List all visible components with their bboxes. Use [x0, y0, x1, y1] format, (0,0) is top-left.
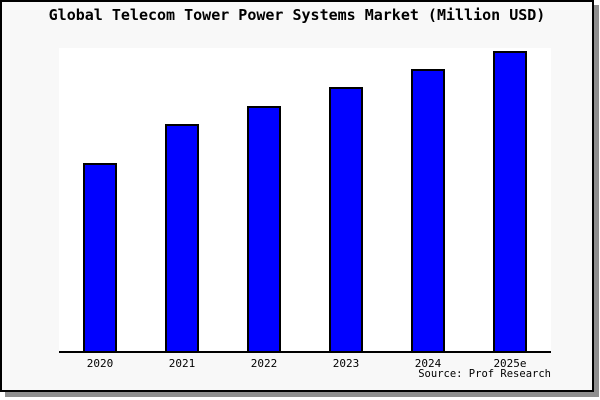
bar-2025e: [493, 51, 527, 351]
bar-slot: [469, 48, 551, 351]
plot-area: [59, 48, 551, 353]
x-tick-label-2022: 2022: [250, 357, 278, 370]
bar-2021: [165, 124, 199, 351]
bar-2024: [411, 69, 445, 351]
chart-title: Global Telecom Tower Power Systems Marke…: [48, 6, 546, 24]
x-tick-label-2021: 2021: [168, 357, 196, 370]
source-note: Source: Prof Research: [418, 368, 551, 380]
x-tick-label-2024: 2024: [414, 357, 442, 370]
bar-slot: [59, 48, 141, 351]
x-tick-label-2020: 2020: [86, 357, 114, 370]
x-axis-tick-labels: 2020 2021 2022 2023 2024 2025e: [59, 357, 551, 370]
bars-container: [59, 48, 551, 351]
bar-slot: [141, 48, 223, 351]
x-tick-label-2023: 2023: [332, 357, 360, 370]
bar-slot: [223, 48, 305, 351]
x-tick-label-2025e: 2025e: [493, 357, 527, 370]
bar-slot: [305, 48, 387, 351]
bar-2022: [247, 106, 281, 351]
bar-2023: [329, 87, 363, 351]
bar-2020: [83, 163, 117, 351]
bar-slot: [387, 48, 469, 351]
chart-figure: Global Telecom Tower Power Systems Marke…: [0, 0, 594, 392]
